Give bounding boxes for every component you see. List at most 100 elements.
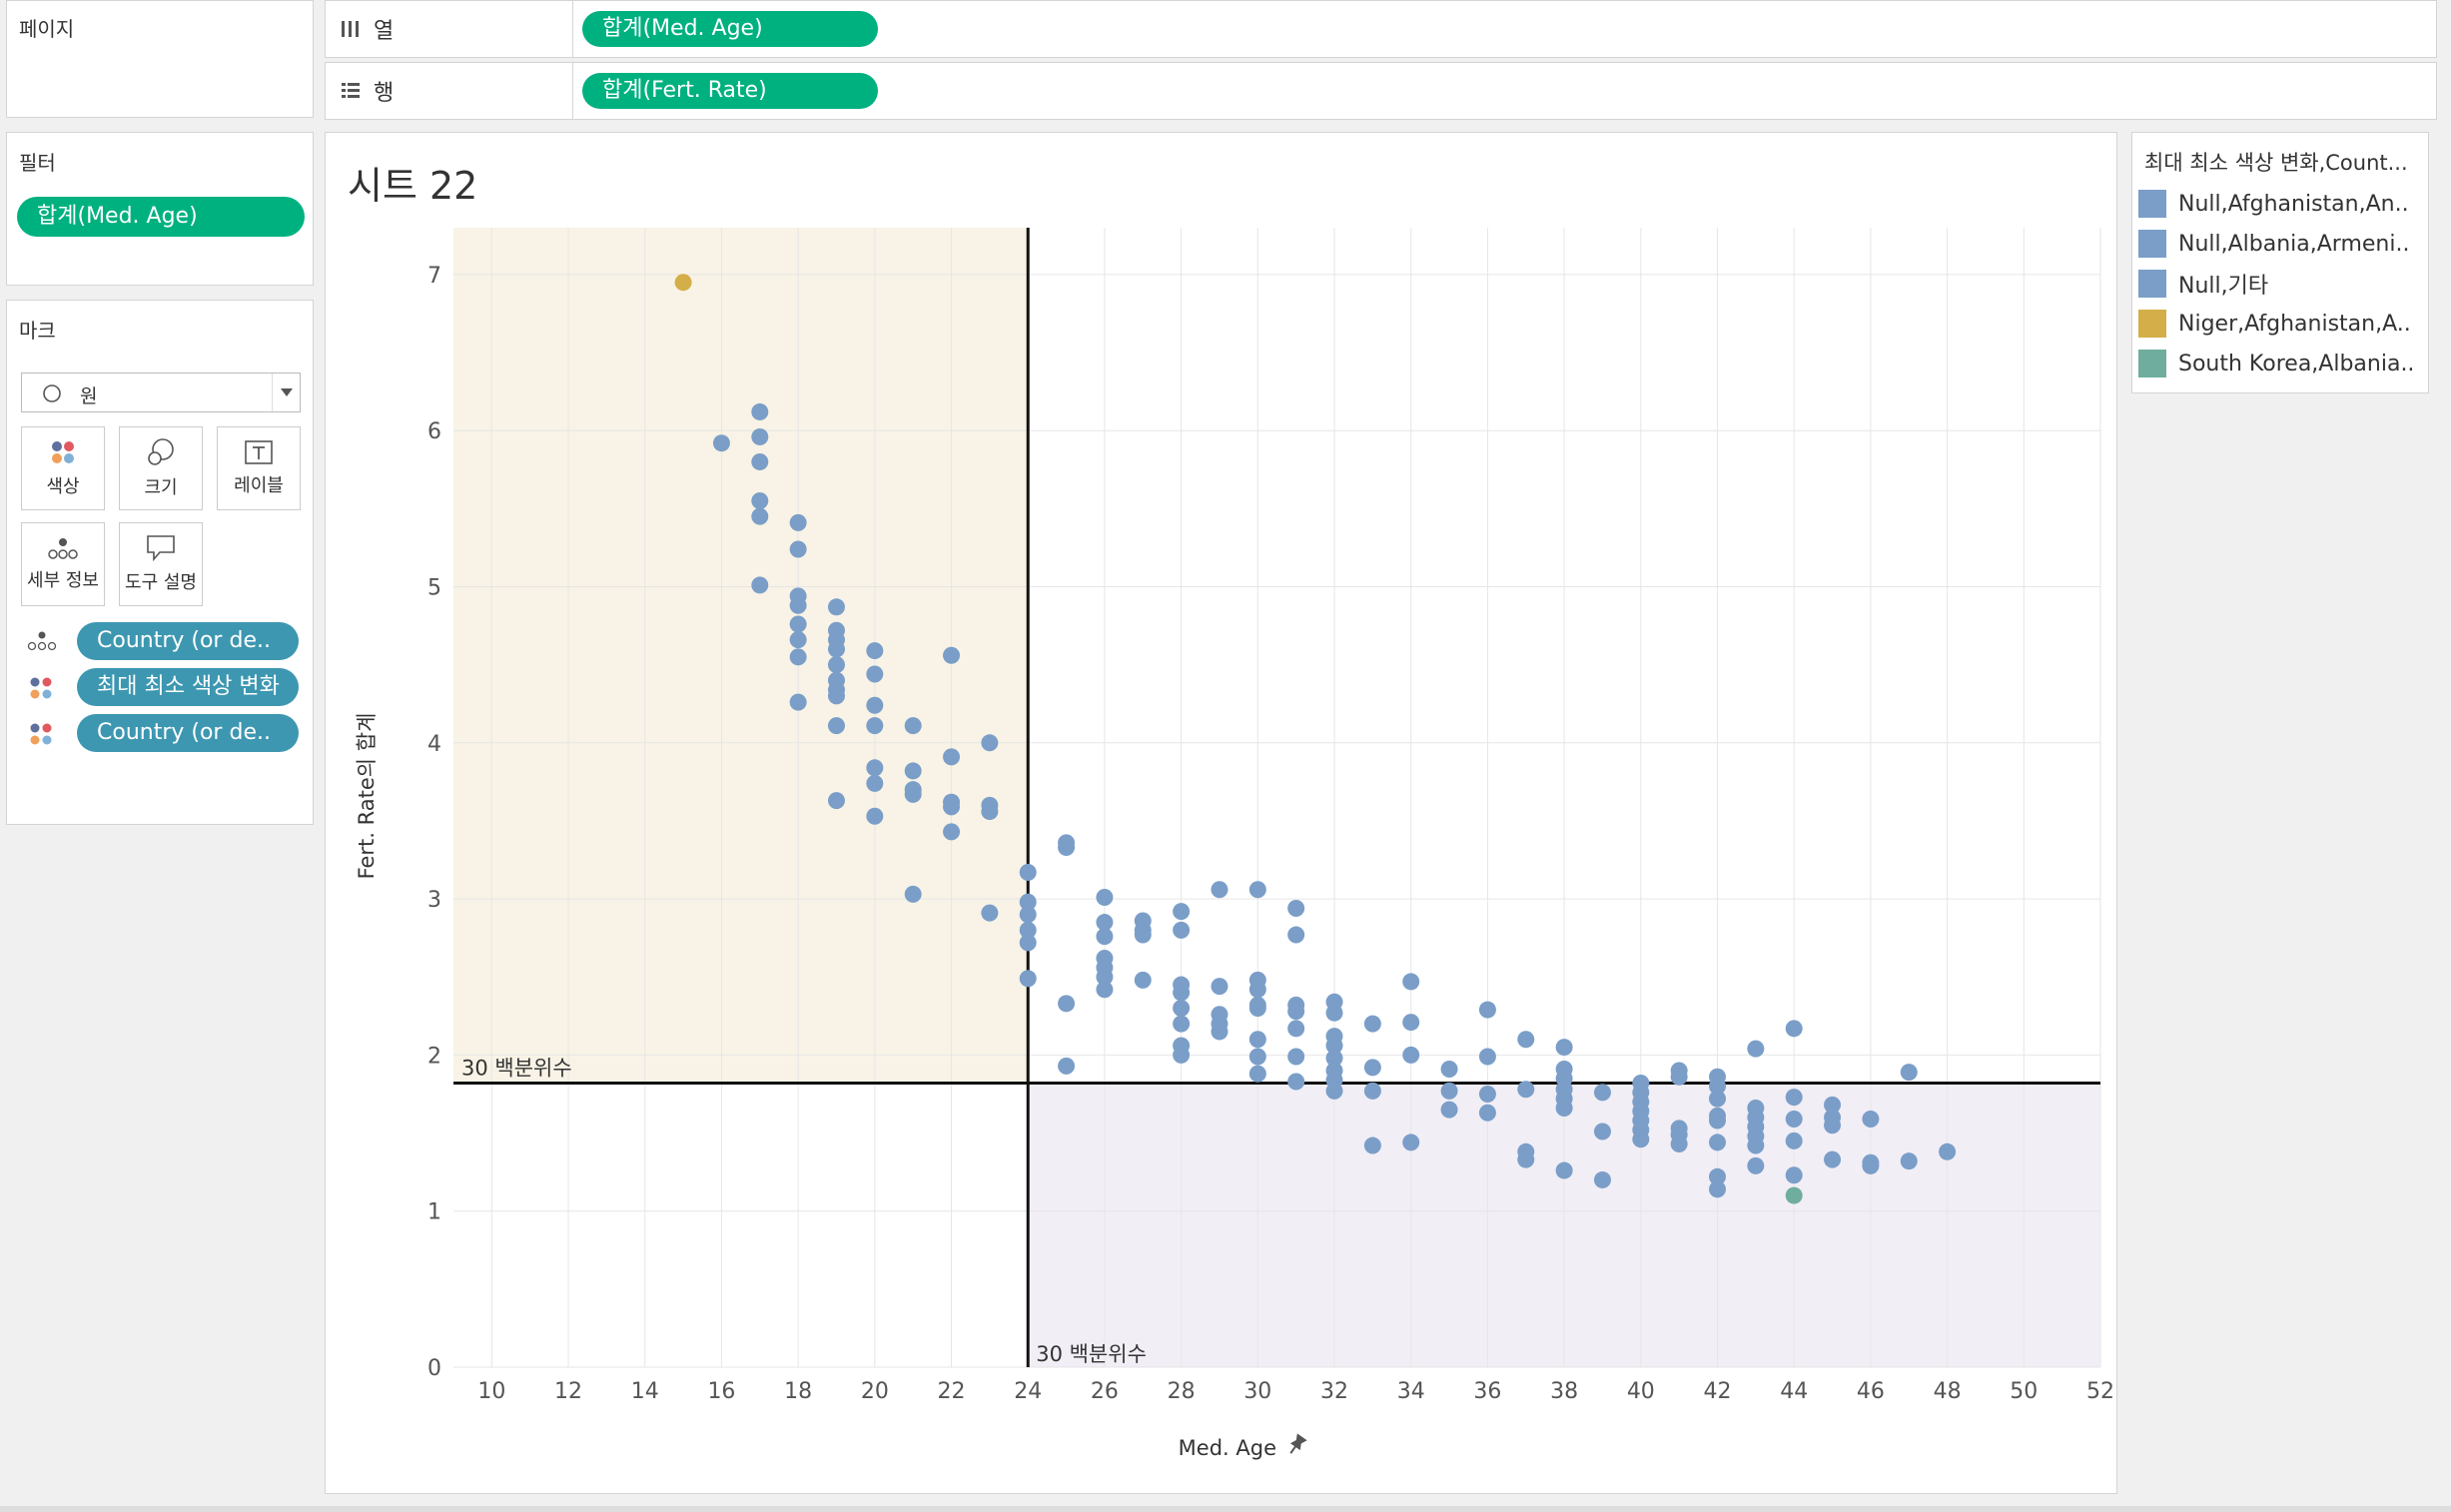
- data-point[interactable]: [1862, 1110, 1880, 1128]
- data-point[interactable]: [1134, 926, 1152, 944]
- data-point[interactable]: [789, 540, 807, 558]
- data-point[interactable]: [1019, 893, 1037, 911]
- data-point[interactable]: [1096, 889, 1114, 907]
- data-point[interactable]: [789, 693, 807, 711]
- data-point[interactable]: [827, 687, 845, 705]
- data-point[interactable]: [1440, 1101, 1458, 1119]
- data-point[interactable]: [1555, 1039, 1573, 1057]
- data-point[interactable]: [1134, 971, 1152, 989]
- data-point[interactable]: [1785, 1166, 1803, 1184]
- data-point[interactable]: [1363, 1015, 1381, 1033]
- rows-pill-fert-rate[interactable]: 합계(Fert. Rate): [582, 73, 878, 109]
- data-point[interactable]: [1248, 1031, 1266, 1049]
- data-point[interactable]: [789, 615, 807, 633]
- marks-field-color-max-min[interactable]: 최대 최소 색상 변화: [27, 668, 307, 706]
- data-point[interactable]: [1019, 906, 1037, 924]
- color-legend[interactable]: 최대 최소 색상 변화,Count... Null,Afghanistan,An…: [2131, 132, 2429, 393]
- data-point[interactable]: [751, 402, 769, 420]
- size-button[interactable]: 크기: [119, 426, 203, 510]
- tooltip-button[interactable]: 도구 설명: [119, 522, 203, 606]
- data-point[interactable]: [1478, 1085, 1496, 1103]
- data-point[interactable]: [1593, 1084, 1611, 1102]
- data-point[interactable]: [866, 717, 884, 735]
- data-point[interactable]: [866, 774, 884, 792]
- data-point[interactable]: [1325, 1082, 1343, 1100]
- data-point[interactable]: [1709, 1078, 1727, 1096]
- data-point[interactable]: [1096, 981, 1114, 999]
- data-point[interactable]: [1173, 984, 1191, 1002]
- dropdown-arrow[interactable]: [272, 374, 300, 411]
- data-point[interactable]: [1517, 1150, 1535, 1168]
- data-point[interactable]: [1824, 1150, 1842, 1168]
- data-point[interactable]: [1824, 1096, 1842, 1114]
- data-point[interactable]: [1593, 1170, 1611, 1188]
- data-point[interactable]: [1900, 1064, 1918, 1082]
- data-point[interactable]: [1555, 1161, 1573, 1179]
- data-point[interactable]: [904, 717, 922, 735]
- data-point[interactable]: [1785, 1089, 1803, 1107]
- marks-field-pill[interactable]: Country (or de..: [77, 714, 299, 752]
- data-point[interactable]: [866, 696, 884, 714]
- data-point[interactable]: [1019, 934, 1037, 952]
- data-point[interactable]: [1058, 995, 1076, 1013]
- data-point[interactable]: [1900, 1152, 1918, 1170]
- data-point[interactable]: [1440, 1082, 1458, 1100]
- legend-item[interactable]: Null,Albania,Armeni..: [2138, 229, 2409, 259]
- data-point[interactable]: [751, 507, 769, 525]
- data-point[interactable]: [789, 513, 807, 531]
- data-point[interactable]: [1287, 1073, 1305, 1091]
- legend-item[interactable]: Null,Afghanistan,An..: [2138, 189, 2409, 219]
- data-point[interactable]: [1173, 903, 1191, 921]
- data-point[interactable]: [1058, 839, 1076, 857]
- data-point[interactable]: [1019, 970, 1037, 988]
- data-point[interactable]: [866, 807, 884, 825]
- pages-shelf[interactable]: 페이지: [6, 0, 314, 118]
- data-point[interactable]: [1785, 1020, 1803, 1038]
- data-point[interactable]: [1747, 1156, 1765, 1174]
- data-point[interactable]: [1709, 1167, 1727, 1185]
- detail-button[interactable]: 세부 정보: [21, 522, 105, 606]
- data-point[interactable]: [1402, 1014, 1420, 1032]
- data-point[interactable]: [1248, 1000, 1266, 1018]
- data-point[interactable]: [1287, 1048, 1305, 1066]
- data-point[interactable]: [827, 640, 845, 658]
- data-point[interactable]: [1517, 1031, 1535, 1049]
- data-point[interactable]: [1211, 1023, 1228, 1041]
- data-point[interactable]: [1248, 1048, 1266, 1066]
- data-point[interactable]: [943, 646, 961, 664]
- filters-shelf[interactable]: 필터 합계(Med. Age): [6, 132, 314, 286]
- data-point[interactable]: [1173, 921, 1191, 939]
- data-point[interactable]: [1363, 1059, 1381, 1077]
- data-point[interactable]: [1173, 1046, 1191, 1064]
- columns-shelf[interactable]: 열 합계(Med. Age): [325, 0, 2437, 58]
- data-point[interactable]: [1019, 921, 1037, 939]
- data-point[interactable]: [1325, 1037, 1343, 1055]
- pin-icon[interactable]: [1285, 1433, 1307, 1456]
- data-point[interactable]: [981, 904, 999, 922]
- legend-item[interactable]: South Korea,Albania..: [2138, 349, 2414, 378]
- data-point[interactable]: [751, 452, 769, 470]
- data-point[interactable]: [1709, 1112, 1727, 1130]
- data-point[interactable]: [1248, 881, 1266, 899]
- data-point[interactable]: [674, 274, 692, 292]
- legend-item[interactable]: Null,기타: [2138, 269, 2268, 299]
- data-point[interactable]: [1363, 1136, 1381, 1154]
- data-point[interactable]: [1402, 973, 1420, 991]
- marks-field-color-country[interactable]: Country (or de..: [27, 714, 307, 752]
- data-point[interactable]: [1478, 1001, 1496, 1019]
- legend-item[interactable]: Niger,Afghanistan,A..: [2138, 309, 2411, 339]
- data-point[interactable]: [981, 734, 999, 752]
- data-point[interactable]: [904, 762, 922, 780]
- data-point[interactable]: [1747, 1040, 1765, 1058]
- mark-type-dropdown[interactable]: 원: [21, 373, 301, 412]
- data-point[interactable]: [1709, 1180, 1727, 1198]
- data-point[interactable]: [1248, 1065, 1266, 1083]
- data-point[interactable]: [1096, 968, 1114, 986]
- data-point[interactable]: [1287, 926, 1305, 944]
- label-button[interactable]: 레이블: [217, 426, 301, 510]
- data-point[interactable]: [1019, 864, 1037, 882]
- data-point[interactable]: [1632, 1131, 1650, 1148]
- data-point[interactable]: [1096, 928, 1114, 946]
- data-point[interactable]: [1173, 1015, 1191, 1033]
